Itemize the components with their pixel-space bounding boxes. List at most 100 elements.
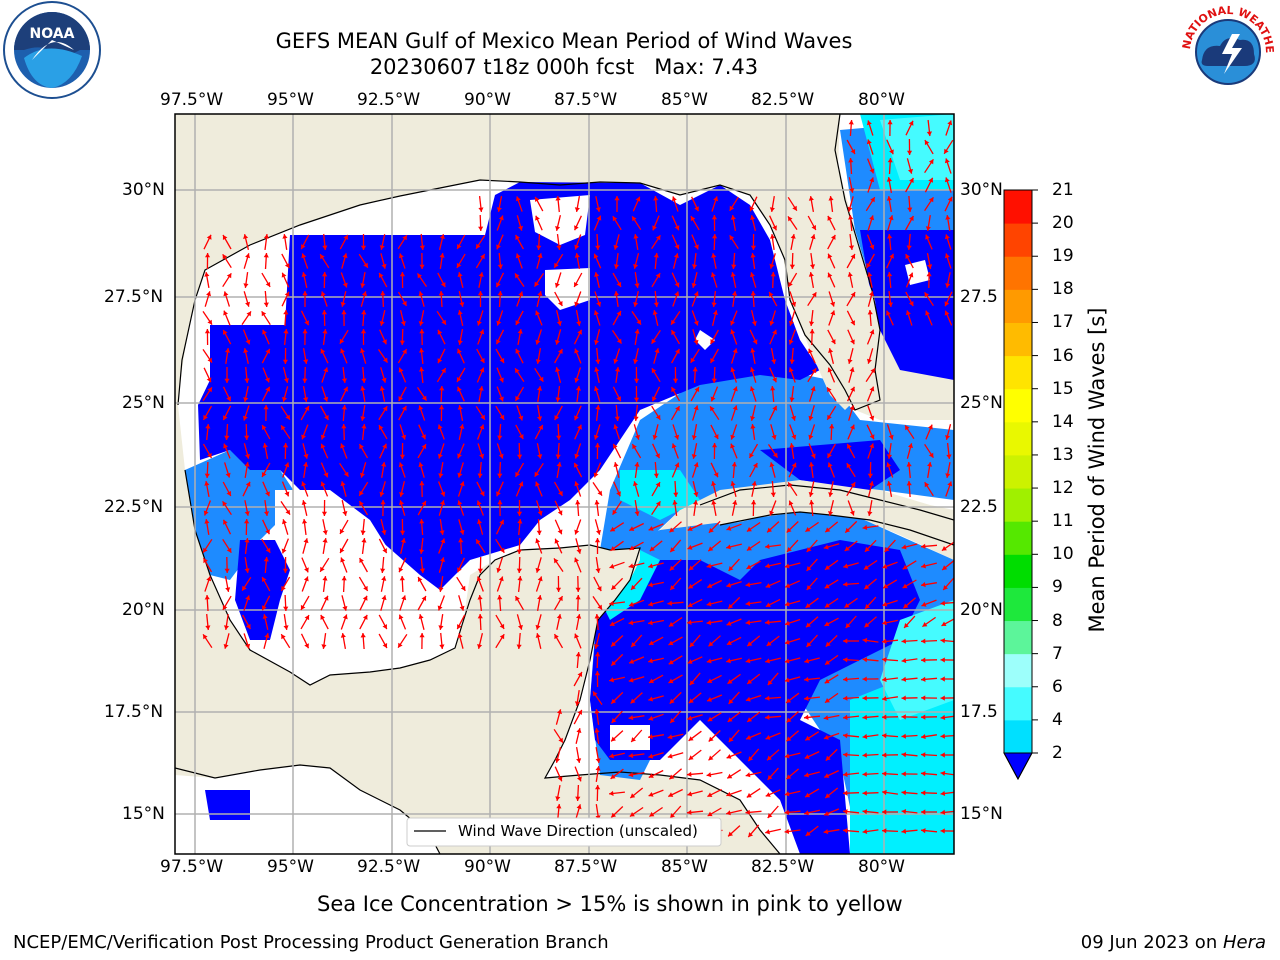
wind-wave-arrowhead: [827, 414, 832, 420]
wind-wave-arrowhead: [516, 549, 522, 554]
wind-wave-arrowhead: [222, 254, 228, 260]
lat-label-right: 30°N: [960, 180, 1003, 200]
wind-wave-arrowhead: [648, 792, 654, 797]
wind-wave-arrowhead: [302, 291, 308, 296]
wind-wave-arrowhead: [843, 733, 848, 739]
wind-wave-arrowhead: [940, 638, 945, 644]
wind-wave-arrowhead: [477, 291, 484, 296]
wind-wave-arrowhead: [655, 501, 661, 507]
wind-wave-arrowhead: [516, 568, 522, 573]
wind-wave-arrowhead: [283, 378, 289, 383]
wind-wave-arrowhead: [824, 603, 830, 608]
wind-wave-arrowhead: [402, 300, 407, 306]
wind-wave-arrowhead: [648, 753, 654, 759]
wind-wave-arrowhead: [940, 714, 946, 720]
colorbar-tick-label: 15: [1052, 378, 1074, 399]
colorbar-segment: [1004, 322, 1032, 357]
wind-wave-arrowhead: [303, 462, 309, 467]
wind-wave-arrowhead: [594, 500, 600, 505]
wind-wave-arrowhead: [223, 443, 228, 449]
wind-wave-arrowhead: [635, 434, 640, 440]
wind-wave-arrowhead: [320, 614, 325, 620]
wind-wave-arrowhead: [382, 548, 387, 554]
wind-wave-arrowhead: [940, 657, 945, 663]
wind-wave-arrowhead: [499, 358, 505, 363]
wind-wave-arrowhead: [747, 641, 753, 647]
wind-wave-arrowhead: [556, 614, 562, 619]
wind-wave-arrowhead: [767, 813, 773, 818]
wind-wave-arrowhead: [667, 753, 673, 759]
wind-wave-arrowhead: [675, 349, 680, 354]
wind-wave-arrowhead: [726, 810, 731, 816]
wind-wave-arrowhead: [708, 641, 714, 647]
wind-wave-arrowhead: [843, 657, 848, 663]
lat-label-right: 20°N: [960, 600, 1003, 620]
wind-wave-arrowhead: [670, 585, 675, 590]
wind-wave-arrowhead: [765, 829, 770, 835]
wind-wave-arrowhead: [693, 339, 699, 345]
wind-wave-arrowhead: [848, 245, 854, 250]
wind-wave-arrowhead: [732, 348, 738, 354]
wind-wave-arrowhead: [378, 425, 384, 431]
wind-wave-arrowhead: [537, 416, 543, 421]
wind-wave-arrowhead: [283, 443, 289, 448]
footer-credit: NCEP/EMC/Verification Post Processing Pr…: [13, 932, 609, 953]
wind-wave-arrowhead: [648, 620, 653, 626]
wind-wave-arrowhead: [765, 583, 771, 588]
wind-wave-arrowhead: [691, 435, 697, 440]
wind-wave-arrowhead: [262, 443, 268, 448]
wind-wave-arrowhead: [576, 321, 582, 326]
wind-wave-arrowhead: [942, 565, 948, 570]
wind-wave-arrowhead: [479, 453, 485, 459]
wind-wave-arrowhead: [886, 196, 892, 201]
wind-wave-arrowhead: [282, 234, 288, 239]
wind-wave-arrowhead: [788, 500, 794, 506]
wind-wave-arrowhead: [635, 196, 641, 202]
colorbar-tick-label: 2: [1052, 743, 1063, 763]
lon-label-bottom: 80°W: [858, 857, 905, 877]
wind-wave-arrowhead: [908, 272, 914, 278]
wind-wave-arrowhead: [788, 482, 793, 488]
wind-wave-arrowhead: [767, 755, 772, 761]
wind-wave-arrowhead: [265, 348, 270, 354]
wind-wave-arrowhead: [940, 695, 945, 701]
wind-wave-arrowhead: [824, 583, 830, 589]
colorbar-tick-label: 13: [1052, 444, 1074, 465]
wind-wave-arrowhead: [437, 329, 443, 335]
wind-wave-arrowhead: [301, 434, 306, 440]
wind-wave-arrowhead: [402, 405, 407, 411]
wind-wave-arrowhead: [648, 773, 654, 778]
colorbar-tick-label: 10: [1052, 544, 1074, 565]
wind-wave-arrowhead: [924, 292, 930, 298]
wind-wave-arrowhead: [827, 253, 833, 259]
wind-wave-arrowhead: [633, 234, 639, 239]
wind-wave-arrowhead: [303, 397, 309, 402]
wind-wave-arrowhead: [940, 600, 945, 606]
wind-wave-arrowhead: [634, 511, 640, 516]
wind-wave-arrowhead: [845, 527, 851, 533]
wind-wave-arrowhead: [262, 614, 268, 619]
wind-wave-arrowhead: [745, 601, 751, 607]
wind-wave-arrowhead: [788, 367, 794, 373]
wind-wave-arrowhead: [595, 785, 601, 790]
wind-wave-arrowhead: [440, 500, 445, 506]
wind-wave-arrowhead: [634, 462, 640, 467]
wind-wave-arrowhead: [726, 791, 732, 797]
wind-wave-arrowhead: [343, 386, 348, 392]
wind-wave-arrowhead: [712, 310, 718, 315]
wind-wave-arrowhead: [811, 292, 817, 298]
wind-wave-arrowhead: [862, 695, 867, 701]
lon-label-top: 87.5°W: [554, 90, 618, 110]
wind-wave-arrowhead: [882, 752, 887, 758]
wind-wave-arrowhead: [791, 301, 797, 307]
wind-wave-arrowhead: [691, 454, 697, 459]
colorbar-segment: [1004, 355, 1032, 390]
wind-wave-arrowhead: [382, 339, 387, 345]
wind-wave-arrowhead: [887, 272, 893, 277]
colorbar-segment: [1004, 421, 1032, 456]
wind-wave-arrowhead: [788, 216, 793, 222]
wind-wave-arrowhead: [707, 678, 713, 683]
wind-wave-arrowhead: [945, 215, 951, 220]
wind-wave-arrowhead: [649, 678, 654, 683]
wind-wave-arrowhead: [613, 358, 619, 364]
